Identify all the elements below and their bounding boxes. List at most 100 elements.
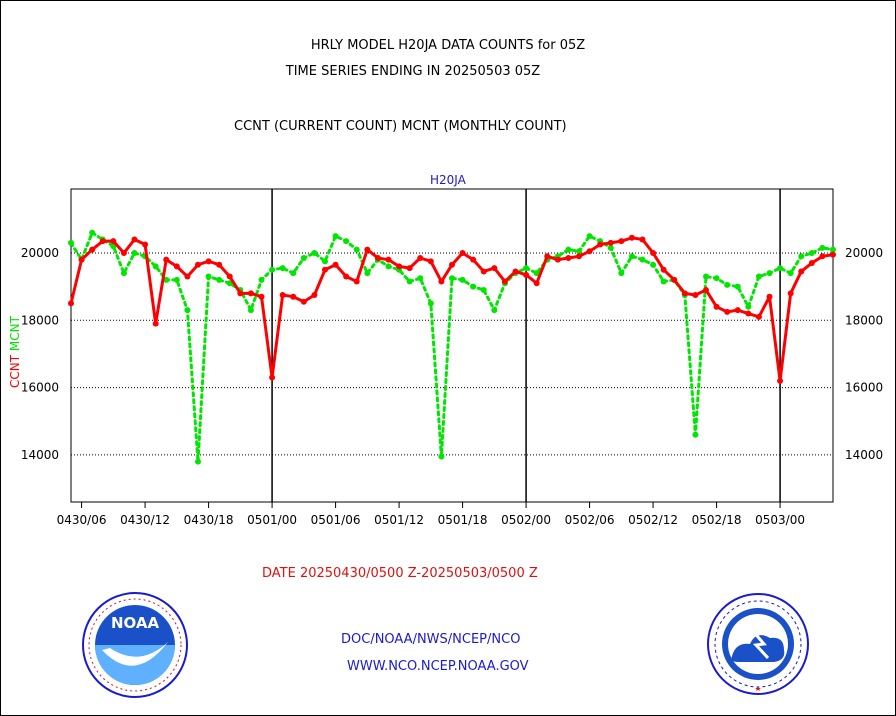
data-point-ccnt [374,254,381,261]
data-point-ccnt [576,253,582,260]
data-point-ccnt [681,290,688,297]
data-point-ccnt [99,238,106,245]
data-point-mcnt [533,270,540,277]
data-point-mcnt [766,270,773,277]
data-point-mcnt [808,249,815,256]
y-axis-label-ccnt: CCNT [8,351,22,388]
data-point-ccnt [343,273,350,280]
data-point-ccnt [660,266,667,273]
data-point-ccnt [438,278,445,285]
data-point-mcnt [745,303,752,310]
data-point-ccnt [290,293,297,300]
data-point-ccnt [724,308,731,315]
data-point-ccnt [703,286,709,293]
data-point-ccnt [787,290,794,297]
data-point-ccnt [745,310,752,317]
time-series-chart: 14000 14000 16000 16000 18000 18000 20000 20000… [8,188,883,527]
data-point-mcnt [470,283,477,290]
data-point-ccnt [628,234,635,241]
data-point-mcnt [618,270,625,277]
y-tick-label-left: 16000 [21,381,59,395]
data-point-ccnt [544,253,551,260]
chart-title-line1: HRLY MODEL H20JA DATA COUNTS for 05Z [310,38,586,53]
data-point-mcnt [300,254,307,261]
data-point-ccnt [364,246,371,253]
data-point-ccnt [247,290,254,297]
data-point-ccnt [449,261,455,268]
data-point-ccnt [470,256,477,263]
data-point-ccnt [142,241,149,248]
data-point-mcnt [332,233,339,240]
data-point-ccnt [396,263,403,270]
data-point-mcnt [258,276,265,283]
data-point-ccnt [480,268,487,275]
plot-frame [70,188,834,503]
data-point-ccnt [216,261,223,268]
data-point-mcnt [68,239,74,246]
data-point-mcnt [830,246,836,253]
x-tick-label: 0502/12 [628,513,678,527]
data-point-mcnt [152,263,159,270]
data-point-mcnt [364,270,371,277]
data-point-mcnt [131,249,138,256]
data-point-mcnt [713,275,720,282]
x-tick-label: 0502/18 [692,513,742,527]
data-point-ccnt [533,280,540,287]
data-point-ccnt [618,238,625,245]
y-tick-label-right: 16000 [845,381,883,395]
data-point-mcnt [459,276,466,283]
y-tick-label-right: 18000 [845,313,883,327]
data-point-mcnt [576,248,582,255]
data-point-ccnt [173,263,180,270]
data-point-mcnt [322,258,328,265]
y-tick-label-left: 20000 [21,246,59,260]
data-point-ccnt [311,292,318,299]
station-label: H20JA [430,173,466,187]
data-point-ccnt [332,261,339,268]
data-point-ccnt [766,293,773,300]
data-point-mcnt [703,273,709,280]
data-point-ccnt [152,320,159,327]
data-point-ccnt [110,238,117,245]
data-point-ccnt [523,271,530,278]
data-point-ccnt [279,292,286,299]
data-point-ccnt [777,377,784,384]
x-tick-label: 0501/06 [311,513,361,527]
data-point-mcnt [173,276,180,283]
data-point-mcnt [269,266,276,273]
data-point-mcnt [427,300,434,307]
data-point-ccnt [565,254,572,261]
data-point-mcnt [353,246,360,253]
data-point-ccnt [68,300,74,307]
data-point-mcnt [120,270,127,277]
chart-title-line2: TIME SERIES ENDING IN 20250503 05Z [285,64,541,79]
data-point-mcnt [724,281,731,288]
x-tick-label: 0501/18 [438,513,488,527]
data-point-mcnt [89,229,96,236]
chart-subtitle: CCNT (CURRENT COUNT) MCNT (MONTHLY COUNT… [234,119,567,134]
data-point-ccnt [512,268,519,275]
data-point-mcnt [290,270,297,277]
x-tick-label: 0502/06 [565,513,615,527]
data-point-mcnt [205,273,212,280]
noaa-logo: NOAA [82,592,188,698]
data-point-ccnt [808,260,815,267]
data-point-ccnt [459,249,466,256]
data-point-mcnt [226,280,233,287]
data-point-mcnt [565,246,572,253]
data-point-ccnt [650,249,657,256]
nco-website-link[interactable]: WWW.NCO.NCEP.NOAA.GOV [347,659,529,674]
doc-noaa-link[interactable]: DOC/NOAA/NWS/NCEP/NCO [341,632,521,647]
data-point-ccnt [131,236,138,243]
data-point-mcnt [216,276,223,283]
data-point-mcnt [755,273,762,280]
data-point-mcnt [628,253,635,260]
x-tick-label: 0501/12 [374,513,424,527]
date-range-label: DATE 20250430/0500 Z-20250503/0500 Z [262,566,538,581]
national-weather-service-logo [707,593,809,695]
data-point-ccnt [798,268,805,275]
svg-text:NOAA: NOAA [111,614,160,632]
data-point-mcnt [819,244,826,251]
data-point-ccnt [501,278,508,285]
x-tick-label: 0430/18 [184,513,234,527]
